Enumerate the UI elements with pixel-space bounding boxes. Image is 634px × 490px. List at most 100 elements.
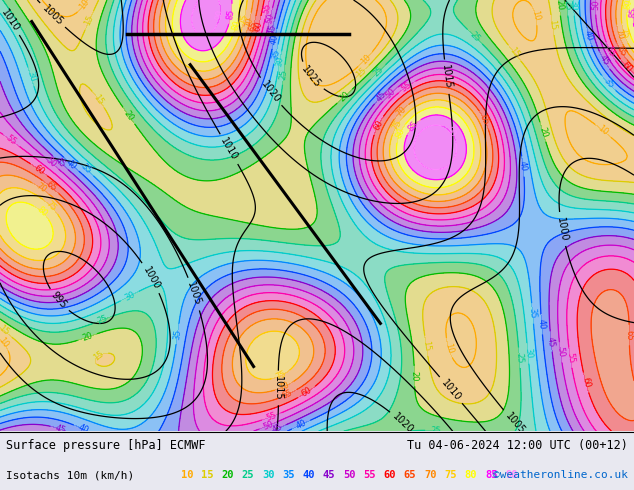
Text: 85: 85 bbox=[485, 470, 498, 480]
Text: 45: 45 bbox=[266, 23, 278, 35]
Text: 55: 55 bbox=[604, 45, 616, 58]
Text: 75: 75 bbox=[391, 119, 404, 132]
Text: 65: 65 bbox=[478, 113, 491, 127]
Text: 65: 65 bbox=[281, 388, 294, 401]
Text: 1000: 1000 bbox=[141, 265, 162, 291]
Text: 70: 70 bbox=[394, 104, 408, 118]
Text: 35: 35 bbox=[527, 308, 538, 319]
Text: 45: 45 bbox=[54, 423, 67, 435]
Text: 90: 90 bbox=[215, 8, 225, 20]
Text: 75: 75 bbox=[444, 470, 457, 480]
Text: 50: 50 bbox=[44, 156, 58, 170]
Text: 15: 15 bbox=[508, 46, 521, 60]
Text: 30: 30 bbox=[275, 55, 285, 68]
Text: 45: 45 bbox=[323, 470, 335, 480]
Text: 45: 45 bbox=[270, 423, 283, 435]
Text: 30: 30 bbox=[523, 348, 533, 359]
Text: 15: 15 bbox=[92, 93, 105, 106]
Text: 1020: 1020 bbox=[259, 79, 282, 105]
Text: 40: 40 bbox=[518, 161, 528, 172]
Text: 20: 20 bbox=[338, 89, 352, 103]
Text: 90: 90 bbox=[505, 470, 518, 480]
Text: 20: 20 bbox=[122, 109, 136, 122]
Text: 25: 25 bbox=[372, 65, 385, 79]
Text: 15: 15 bbox=[547, 19, 558, 31]
Text: 10: 10 bbox=[443, 342, 455, 354]
Text: 1025: 1025 bbox=[300, 64, 323, 90]
Text: Surface pressure [hPa] ECMWF: Surface pressure [hPa] ECMWF bbox=[6, 440, 206, 452]
Text: 75: 75 bbox=[275, 369, 288, 382]
Text: 1010: 1010 bbox=[0, 7, 21, 33]
Text: 10: 10 bbox=[529, 9, 541, 22]
Text: 35: 35 bbox=[79, 162, 93, 176]
Text: 75: 75 bbox=[238, 13, 250, 25]
Text: 40: 40 bbox=[583, 29, 594, 42]
Text: 25: 25 bbox=[242, 470, 254, 480]
Text: 15: 15 bbox=[0, 324, 11, 338]
Text: 25: 25 bbox=[562, 0, 572, 11]
Text: 40: 40 bbox=[65, 157, 78, 171]
Text: 15: 15 bbox=[201, 470, 214, 480]
Text: 60: 60 bbox=[253, 20, 264, 32]
Text: 55: 55 bbox=[4, 134, 18, 147]
Text: 65: 65 bbox=[44, 180, 58, 194]
Text: 55: 55 bbox=[265, 411, 278, 423]
Text: 70: 70 bbox=[34, 181, 48, 195]
Text: 55: 55 bbox=[262, 2, 273, 15]
Text: 80: 80 bbox=[623, 0, 634, 10]
Text: 30: 30 bbox=[25, 71, 37, 83]
Text: 25: 25 bbox=[468, 30, 482, 44]
Text: 55: 55 bbox=[565, 352, 576, 364]
Text: 1015: 1015 bbox=[273, 376, 283, 400]
Text: 40: 40 bbox=[269, 33, 280, 45]
Text: 60: 60 bbox=[620, 60, 634, 74]
Text: 65: 65 bbox=[248, 20, 259, 32]
Text: Tu 04-06-2024 12:00 UTC (00+12): Tu 04-06-2024 12:00 UTC (00+12) bbox=[407, 440, 628, 452]
Text: 45: 45 bbox=[598, 54, 611, 67]
Text: 70: 70 bbox=[613, 28, 625, 41]
Text: 1005: 1005 bbox=[503, 411, 527, 436]
Text: 30: 30 bbox=[123, 290, 136, 302]
Text: 40: 40 bbox=[537, 318, 547, 330]
Text: 25: 25 bbox=[279, 69, 289, 80]
Text: 1005: 1005 bbox=[185, 281, 203, 307]
Text: 75: 75 bbox=[618, 27, 630, 40]
Text: 45: 45 bbox=[375, 89, 388, 103]
Text: 80: 80 bbox=[35, 205, 49, 219]
Text: 1005: 1005 bbox=[40, 3, 65, 27]
Text: 15: 15 bbox=[354, 66, 368, 79]
Text: 80: 80 bbox=[231, 19, 242, 31]
Text: 45: 45 bbox=[53, 156, 67, 170]
Text: 20: 20 bbox=[537, 125, 548, 138]
Text: 55: 55 bbox=[363, 470, 376, 480]
Text: 35: 35 bbox=[271, 48, 281, 60]
Text: 75: 75 bbox=[44, 199, 58, 213]
Text: ©weatheronline.co.uk: ©weatheronline.co.uk bbox=[493, 470, 628, 480]
Text: 1000: 1000 bbox=[555, 216, 569, 242]
Text: 80: 80 bbox=[394, 126, 406, 140]
Text: 10: 10 bbox=[359, 52, 372, 66]
Text: 45: 45 bbox=[546, 336, 556, 347]
Text: 85: 85 bbox=[406, 119, 420, 133]
Text: 85: 85 bbox=[628, 7, 634, 19]
Text: 85: 85 bbox=[226, 8, 236, 20]
Text: 25: 25 bbox=[430, 426, 441, 436]
Text: 15: 15 bbox=[91, 349, 105, 363]
Text: 1010: 1010 bbox=[219, 136, 240, 162]
Text: 65: 65 bbox=[624, 330, 634, 341]
Text: 35: 35 bbox=[282, 470, 295, 480]
Text: 10: 10 bbox=[181, 470, 193, 480]
Text: 55: 55 bbox=[400, 80, 413, 93]
Text: 50: 50 bbox=[264, 12, 276, 24]
Text: 25: 25 bbox=[96, 314, 109, 326]
Text: 35: 35 bbox=[172, 328, 183, 340]
Text: 60: 60 bbox=[32, 163, 46, 176]
Text: 65: 65 bbox=[404, 470, 417, 480]
Text: 60: 60 bbox=[300, 386, 314, 399]
Text: 20: 20 bbox=[554, 0, 564, 11]
Text: 60: 60 bbox=[372, 119, 385, 132]
Text: 20: 20 bbox=[81, 331, 94, 343]
Text: 70: 70 bbox=[424, 470, 437, 480]
Text: 70: 70 bbox=[278, 380, 291, 392]
Text: 1010: 1010 bbox=[439, 378, 463, 403]
